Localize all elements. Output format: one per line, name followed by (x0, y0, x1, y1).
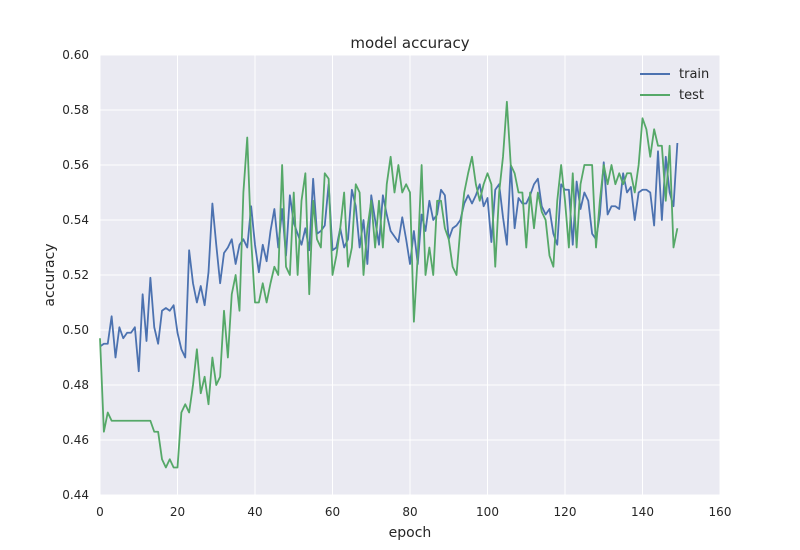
series-layer (99, 100, 679, 469)
x-tick-label: 40 (247, 505, 262, 519)
y-tick-label: 0.60 (62, 48, 89, 62)
x-tick-label: 160 (709, 505, 732, 519)
x-tick-label: 80 (402, 505, 417, 519)
x-tick-label: 0 (96, 505, 104, 519)
legend: train test (640, 67, 709, 103)
y-tick-labels: 0.44 0.46 0.48 0.50 0.52 0.54 0.56 0.58 0.60 (62, 48, 89, 502)
x-tick-label: 20 (170, 505, 185, 519)
y-tick-label: 0.54 (62, 213, 89, 227)
y-tick-label: 0.46 (62, 433, 89, 447)
x-tick-label: 100 (476, 505, 499, 519)
y-tick-label: 0.48 (62, 378, 89, 392)
x-tick-label: 60 (325, 505, 340, 519)
y-tick-label: 0.50 (62, 323, 89, 337)
x-tick-labels: 0 20 40 60 80 100 120 140 160 (96, 505, 731, 519)
y-tick-label: 0.44 (62, 488, 89, 502)
x-tick-label: 120 (554, 505, 577, 519)
legend-label-train: train (679, 67, 709, 82)
legend-label-test: test (679, 88, 704, 103)
x-axis-label: epoch (389, 525, 432, 541)
y-tick-label: 0.56 (62, 158, 89, 172)
chart-title: model accuracy (350, 34, 469, 52)
y-tick-label: 0.52 (62, 268, 89, 282)
y-axis-label: accuracy (42, 243, 58, 306)
series-line-test (99, 100, 679, 469)
y-tick-label: 0.58 (62, 103, 89, 117)
x-tick-label: 140 (631, 505, 654, 519)
series-line-train (99, 142, 679, 373)
